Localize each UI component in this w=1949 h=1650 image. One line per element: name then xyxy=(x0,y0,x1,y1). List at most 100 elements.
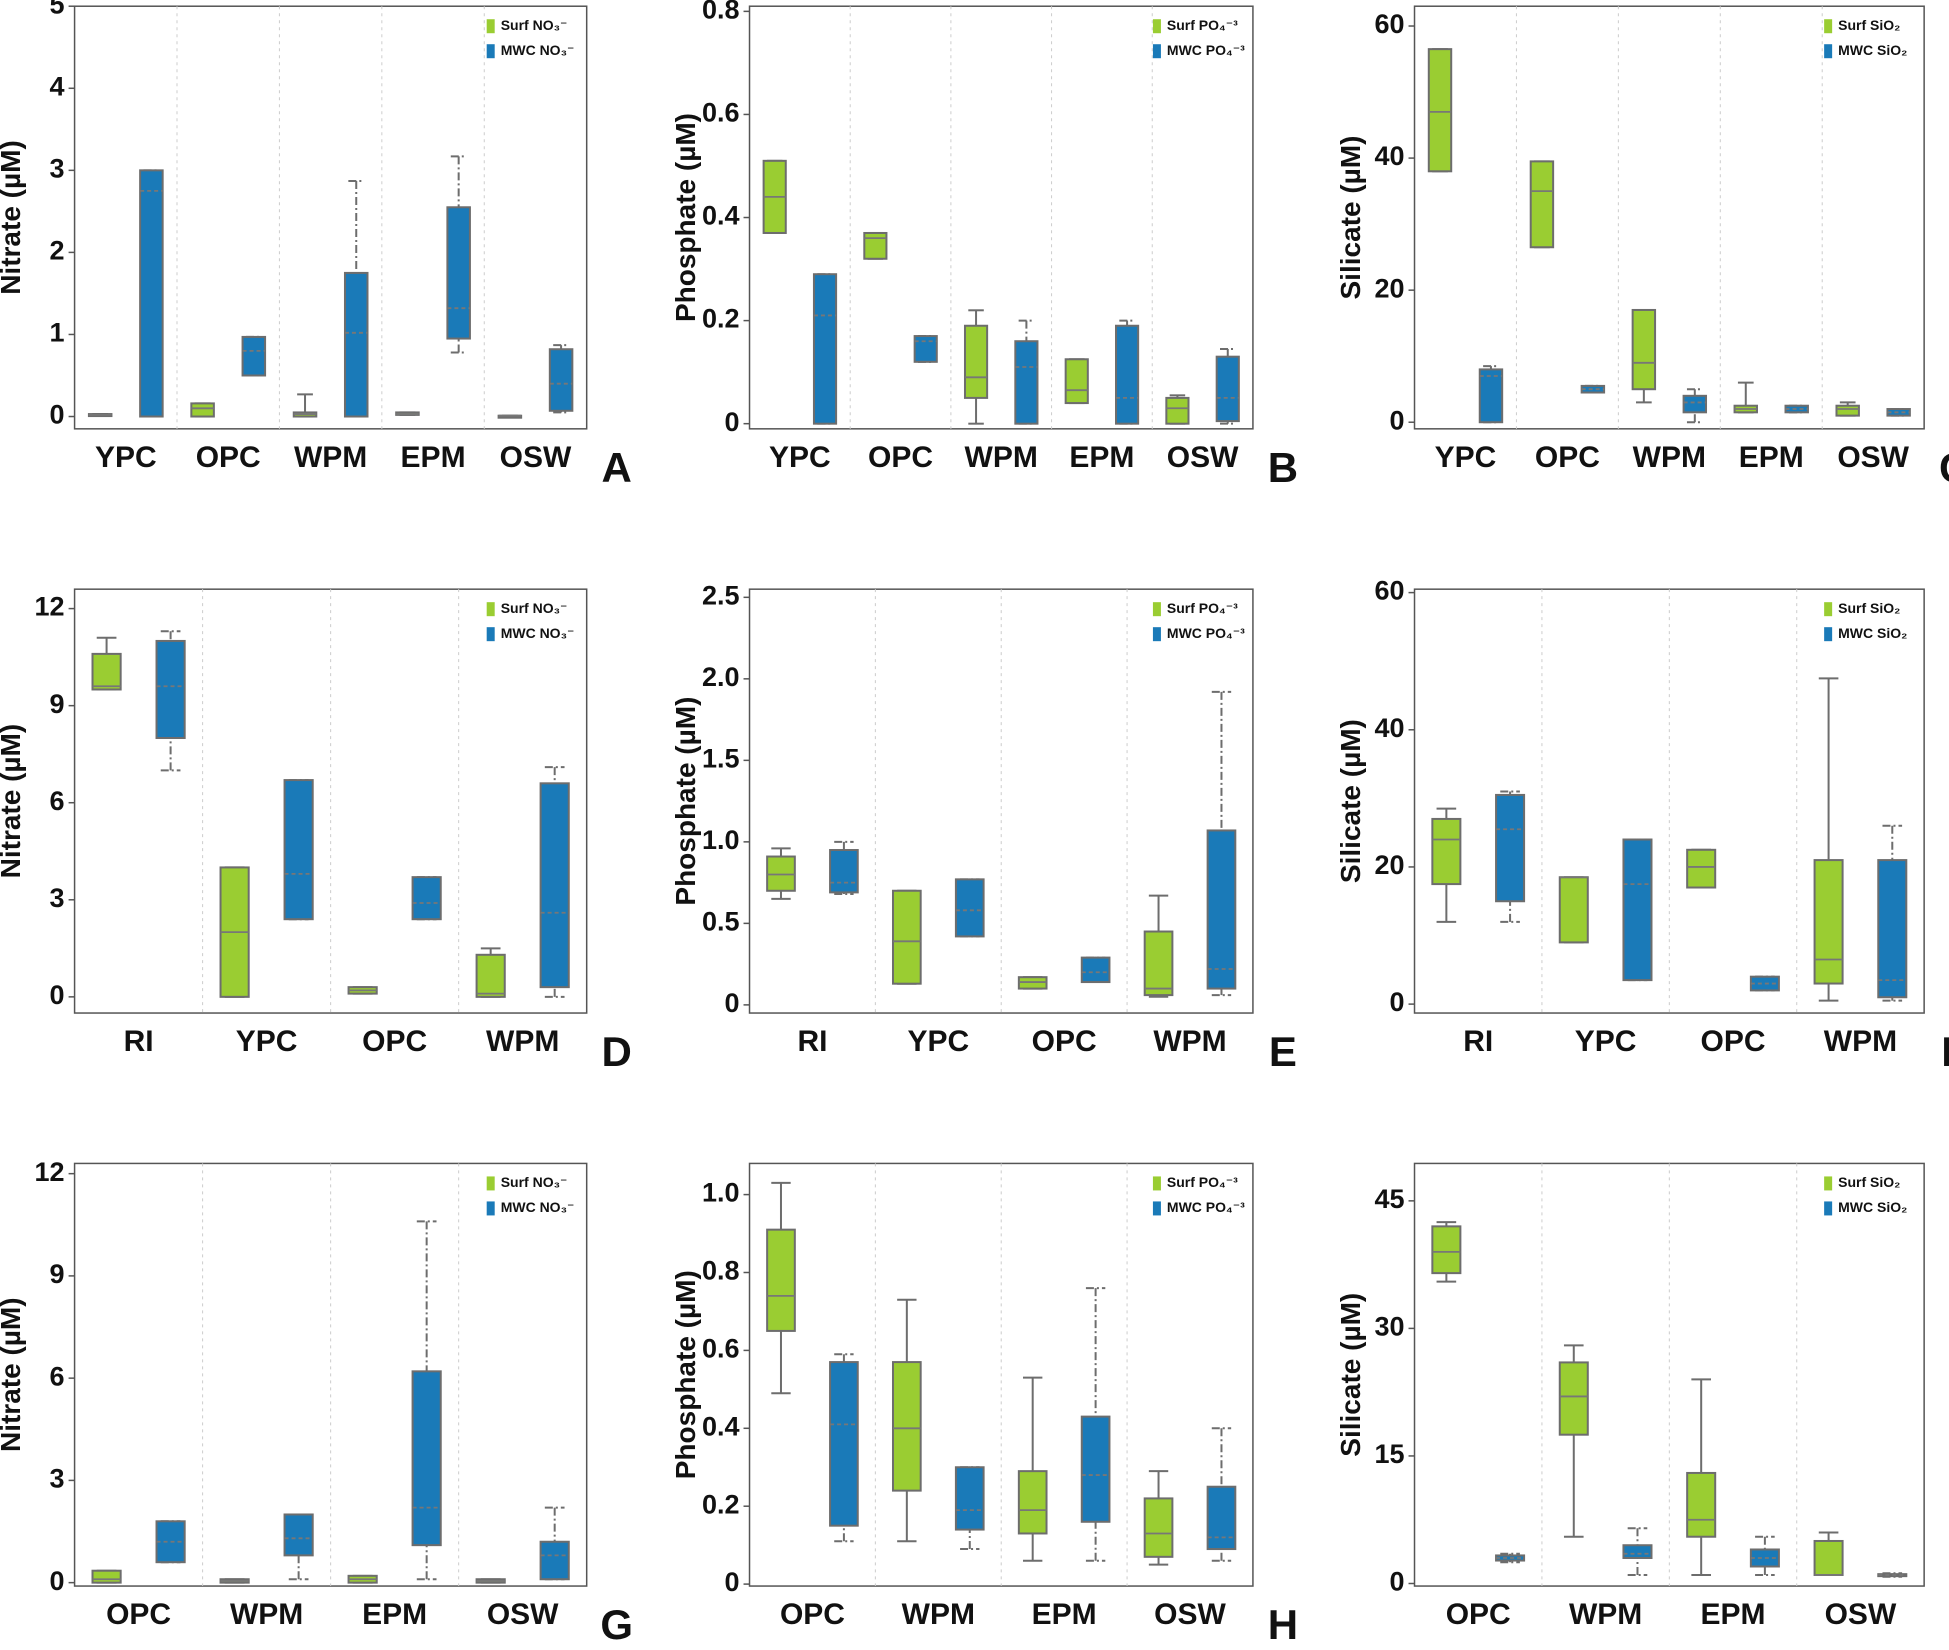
box xyxy=(1143,1497,1174,1558)
x-tick-label: EPM xyxy=(362,1598,427,1631)
box xyxy=(1558,1361,1589,1436)
x-tick-label: EPM xyxy=(1069,441,1134,474)
y-tick-label: 0.4 xyxy=(702,201,740,231)
box xyxy=(829,849,859,894)
legend-swatch xyxy=(486,627,495,642)
box xyxy=(241,335,267,377)
y-tick-label: 9 xyxy=(50,689,65,719)
legend-label: Surf PO₄⁻³ xyxy=(1167,600,1238,616)
legend-label: MWC SiO₂ xyxy=(1838,42,1907,58)
y-axis-label: Silicate (µM) xyxy=(1335,719,1366,883)
panel-label: A xyxy=(602,444,632,491)
x-tick-label: WPM xyxy=(1569,1598,1642,1631)
y-tick-label: 0.8 xyxy=(702,0,740,24)
x-tick-label: OPC xyxy=(780,1598,845,1631)
x-tick-label: WPM xyxy=(486,1025,559,1058)
y-tick-label: 6 xyxy=(50,1361,65,1391)
box xyxy=(1558,876,1589,944)
box xyxy=(1017,1470,1048,1535)
y-tick-label: 0.4 xyxy=(702,1411,740,1441)
box xyxy=(1115,324,1140,425)
y-tick-label: 0.5 xyxy=(702,906,740,936)
panel-label: B xyxy=(1268,444,1298,491)
legend-label: Surf SiO₂ xyxy=(1838,1174,1900,1190)
box xyxy=(1495,793,1526,903)
box xyxy=(1835,404,1860,417)
y-tick-label: 40 xyxy=(1374,141,1404,171)
y-axis-label: Silicate (µM) xyxy=(1335,1293,1366,1457)
box xyxy=(812,273,838,425)
y-tick-label: 2.0 xyxy=(702,662,740,692)
y-tick-label: 2 xyxy=(50,236,65,266)
y-tick-label: 2.5 xyxy=(702,580,740,610)
x-tick-label: OPC xyxy=(1032,1025,1097,1058)
x-tick-label: OPC xyxy=(106,1598,171,1631)
x-tick-label: OPC xyxy=(362,1025,427,1058)
legend-swatch xyxy=(1152,19,1161,34)
box xyxy=(1206,1485,1237,1551)
box xyxy=(1014,340,1039,425)
legend-swatch xyxy=(1152,627,1161,642)
box xyxy=(1064,358,1089,405)
x-tick-label: OSW xyxy=(1154,1598,1226,1631)
box xyxy=(283,779,314,921)
box xyxy=(1165,396,1190,425)
panel-label: G xyxy=(600,1601,633,1648)
y-tick-label: 60 xyxy=(1374,9,1404,39)
y-tick-label: 6 xyxy=(50,786,65,816)
legend-label: MWC NO₃⁻ xyxy=(501,1199,575,1215)
y-axis-label: Nitrate (µM) xyxy=(0,724,26,879)
legend-label: Surf NO₃⁻ xyxy=(501,17,568,33)
box xyxy=(1631,308,1657,391)
legend-label: Surf NO₃⁻ xyxy=(501,600,568,616)
legend-label: MWC NO₃⁻ xyxy=(501,42,575,58)
box xyxy=(829,1361,859,1527)
legend-label: MWC SiO₂ xyxy=(1838,1199,1907,1215)
y-axis-label: Phosphate (µM) xyxy=(670,113,701,322)
legend-swatch xyxy=(1824,19,1833,34)
y-tick-label: 0 xyxy=(1389,987,1404,1017)
x-tick-label: RI xyxy=(124,1025,154,1058)
box xyxy=(343,271,369,418)
box xyxy=(283,1513,314,1557)
x-tick-label: OPC xyxy=(196,441,261,474)
y-axis-label: Nitrate (µM) xyxy=(0,1297,26,1452)
x-tick-label: WPM xyxy=(902,1598,975,1631)
y-tick-label: 0.2 xyxy=(702,1489,740,1519)
box xyxy=(891,889,922,985)
box xyxy=(954,878,985,938)
y-tick-label: 1.5 xyxy=(702,743,740,773)
y-tick-label: 20 xyxy=(1374,850,1404,880)
legend-label: Surf SiO₂ xyxy=(1838,600,1900,616)
legend-swatch xyxy=(1824,602,1833,617)
box xyxy=(1682,394,1708,414)
x-tick-label: WPM xyxy=(230,1598,303,1631)
box xyxy=(411,876,442,921)
legend-swatch xyxy=(486,19,495,34)
box xyxy=(766,1228,796,1332)
legend-swatch xyxy=(486,1201,495,1216)
x-tick-label: RI xyxy=(797,1025,827,1058)
legend-swatch xyxy=(1152,1176,1161,1191)
box xyxy=(1080,1415,1111,1523)
legend-label: Surf NO₃⁻ xyxy=(501,1174,568,1190)
box xyxy=(1143,930,1174,997)
legend-swatch xyxy=(486,44,495,59)
x-tick-label: EPM xyxy=(1032,1598,1097,1631)
box xyxy=(1427,48,1453,173)
y-tick-label: 0 xyxy=(724,988,739,1018)
legend-swatch xyxy=(486,602,495,617)
x-tick-label: OSW xyxy=(487,1598,559,1631)
x-tick-label: YPC xyxy=(769,441,831,474)
y-tick-label: 0.6 xyxy=(702,98,740,128)
y-tick-label: 0 xyxy=(50,980,65,1010)
y-tick-label: 1.0 xyxy=(702,1178,740,1208)
x-tick-label: WPM xyxy=(1633,441,1706,474)
x-tick-label: YPC xyxy=(95,441,157,474)
x-tick-label: OSW xyxy=(1837,441,1909,474)
x-tick-label: YPC xyxy=(236,1025,298,1058)
box xyxy=(1622,1544,1653,1559)
box xyxy=(891,1361,922,1492)
x-tick-label: YPC xyxy=(1435,441,1497,474)
box xyxy=(963,324,989,399)
